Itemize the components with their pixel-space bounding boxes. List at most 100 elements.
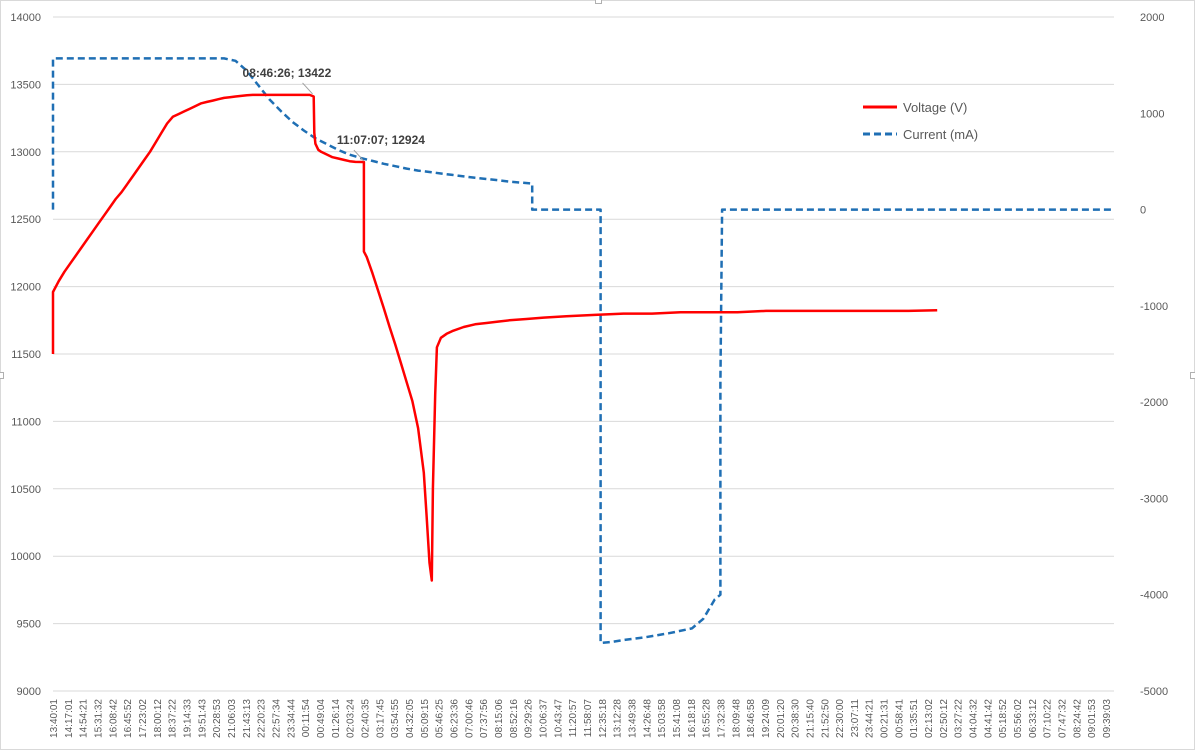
x-tick-label: 23:34:44 bbox=[286, 699, 297, 738]
x-tick-label: 09:29:26 bbox=[524, 699, 535, 738]
x-tick-label: 00:49:04 bbox=[316, 699, 327, 738]
x-tick-label: 00:58:41 bbox=[894, 699, 905, 738]
x-tick-label: 18:09:48 bbox=[731, 699, 742, 738]
resize-handle-top[interactable] bbox=[595, 0, 602, 4]
x-tick-label: 05:09:15 bbox=[420, 699, 431, 738]
x-tick-label: 21:52:50 bbox=[820, 699, 831, 738]
resize-handle-right[interactable] bbox=[1190, 372, 1195, 379]
x-tick-label: 07:10:22 bbox=[1043, 699, 1054, 738]
annotation-leader bbox=[302, 82, 313, 95]
x-tick-label: 14:17:01 bbox=[64, 699, 75, 738]
x-tick-label: 09:01:53 bbox=[1087, 699, 1098, 738]
x-tick-label: 21:43:13 bbox=[242, 699, 253, 738]
voltage-series-line bbox=[51, 93, 938, 582]
annotation-leader bbox=[353, 149, 365, 162]
x-tick-label: 07:00:46 bbox=[464, 699, 475, 738]
x-tick-label: 14:54:21 bbox=[79, 699, 90, 738]
x-tick-label: 12:35:18 bbox=[598, 699, 609, 738]
y-tick-label: 12500 bbox=[10, 214, 41, 226]
x-tick-label: 17:32:38 bbox=[716, 699, 727, 738]
legend: Voltage (V) Current (mA) bbox=[863, 100, 978, 142]
x-tick-label: 13:49:38 bbox=[627, 699, 638, 738]
x-tick-label: 13:40:01 bbox=[49, 699, 60, 738]
x-tick-label: 20:28:53 bbox=[212, 699, 223, 738]
x-tick-label: 10:43:47 bbox=[553, 699, 564, 738]
y2-tick-label: -4000 bbox=[1140, 590, 1168, 602]
x-tick-label: 23:07:11 bbox=[850, 699, 861, 738]
x-tick-label: 15:03:58 bbox=[657, 699, 668, 738]
x-tick-label: 15:41:08 bbox=[672, 699, 683, 738]
x-tick-label: 23:44:21 bbox=[865, 699, 876, 738]
legend-label: Current (mA) bbox=[903, 127, 978, 142]
y2-tick-label: -3000 bbox=[1140, 493, 1168, 505]
x-tick-label: 19:51:43 bbox=[197, 699, 208, 738]
y2-tick-label: 0 bbox=[1140, 205, 1146, 217]
annotation-label: 11:07:07; 12924 bbox=[337, 133, 425, 147]
series-layer bbox=[51, 57, 1114, 645]
x-tick-label: 03:27:22 bbox=[954, 699, 965, 738]
x-tick-label: 20:38:30 bbox=[791, 699, 802, 738]
x-tick-label: 16:18:18 bbox=[687, 699, 698, 738]
x-tick-label: 04:41:42 bbox=[983, 699, 994, 738]
x-tick-label: 06:23:36 bbox=[449, 699, 460, 738]
x-tick-label: 01:26:14 bbox=[331, 699, 342, 738]
x-tick-label: 04:04:32 bbox=[969, 699, 980, 738]
x-tick-label: 17:23:02 bbox=[138, 699, 149, 738]
x-tick-label: 16:55:28 bbox=[702, 699, 713, 738]
x-tick-label: 13:12:28 bbox=[613, 699, 624, 738]
x-tick-label: 04:32:05 bbox=[405, 699, 416, 738]
y-tick-label: 13000 bbox=[10, 147, 41, 159]
x-tick-label: 20:01:20 bbox=[776, 699, 787, 738]
x-tick-label: 11:20:57 bbox=[568, 699, 579, 738]
x-tick-label: 01:35:51 bbox=[909, 699, 920, 738]
x-tick-label: 15:31:32 bbox=[93, 699, 104, 738]
annotations: 08:46:26; 13422 11:07:07; 12924 bbox=[243, 66, 425, 162]
y-tick-label: 14000 bbox=[10, 12, 41, 24]
y-tick-label: 9500 bbox=[17, 619, 41, 631]
y-tick-label: 12000 bbox=[10, 282, 41, 294]
x-tick-label: 02:13:02 bbox=[924, 699, 935, 738]
x-tick-label: 10:06:37 bbox=[538, 699, 549, 738]
y-tick-label: 13500 bbox=[10, 79, 41, 91]
x-tick-label: 02:50:12 bbox=[939, 699, 950, 738]
x-tick-label: 18:37:22 bbox=[168, 699, 179, 738]
x-tick-label: 06:33:12 bbox=[1028, 699, 1039, 738]
x-tick-label: 16:08:42 bbox=[108, 699, 119, 738]
y-tick-label: 10500 bbox=[10, 484, 41, 496]
current-series-line bbox=[51, 57, 1114, 645]
x-tick-label: 08:52:16 bbox=[509, 699, 520, 738]
y-tick-label: 11000 bbox=[11, 416, 41, 428]
x-tick-label: 21:15:40 bbox=[805, 699, 816, 738]
x-tick-label: 00:11:54 bbox=[301, 699, 312, 738]
y2-tick-label: -2000 bbox=[1140, 397, 1168, 409]
x-tick-label: 21:06:03 bbox=[227, 699, 238, 738]
x-tick-label: 00:21:31 bbox=[880, 699, 891, 738]
x-tick-label: 02:03:24 bbox=[346, 699, 357, 738]
y-axis-right: -5000 -4000 -3000 -2000 -1000 0 1000 2000 bbox=[1140, 12, 1168, 698]
x-tick-label: 18:00:12 bbox=[153, 699, 164, 738]
x-tick-label: 07:37:56 bbox=[479, 699, 490, 738]
x-tick-label: 22:57:34 bbox=[271, 699, 282, 738]
y2-tick-label: -1000 bbox=[1140, 301, 1168, 313]
x-tick-label: 11:58:07 bbox=[583, 699, 594, 738]
x-tick-label: 14:26:48 bbox=[642, 699, 653, 738]
y-axis-left: 9000 9500 10000 10500 11000 11500 12000 12500 13… bbox=[10, 12, 41, 698]
x-tick-label: 03:54:55 bbox=[390, 699, 401, 738]
x-tick-label: 07:47:32 bbox=[1058, 699, 1069, 738]
y2-tick-label: -5000 bbox=[1140, 686, 1168, 698]
x-tick-label: 08:24:42 bbox=[1072, 699, 1083, 738]
resize-handle-left[interactable] bbox=[0, 372, 4, 379]
x-tick-label: 19:14:33 bbox=[182, 699, 193, 738]
x-tick-label: 22:30:00 bbox=[835, 699, 846, 738]
x-tick-label: 03:17:45 bbox=[375, 699, 386, 738]
y-tick-label: 11500 bbox=[11, 349, 41, 361]
legend-label: Voltage (V) bbox=[903, 100, 967, 115]
x-tick-label: 18:46:58 bbox=[746, 699, 757, 738]
x-tick-label: 02:40:35 bbox=[360, 699, 371, 738]
x-axis: 13:40:01 14:17:01 14:54:21 15:31:32 16:08:42… bbox=[49, 699, 1113, 738]
x-tick-label: 22:20:23 bbox=[257, 699, 268, 738]
x-tick-label: 05:56:02 bbox=[1013, 699, 1024, 738]
x-tick-label: 09:39:03 bbox=[1102, 699, 1113, 738]
